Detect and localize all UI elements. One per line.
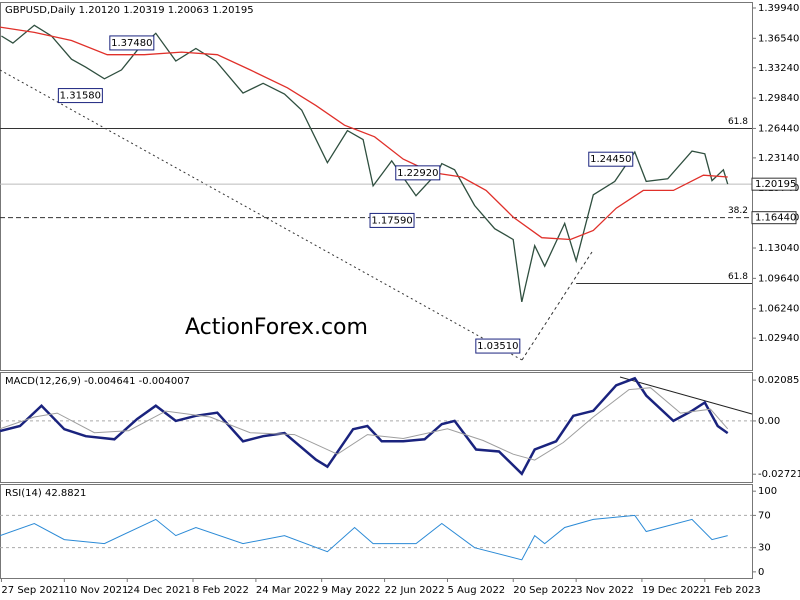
macd-panel — [0, 372, 753, 483]
panel-title: RSI(14) 42.8821 — [5, 488, 86, 499]
annotation-box — [588, 151, 634, 167]
price-label: 1.16440 — [755, 213, 796, 224]
x-tick-label: 22 Jun 2022 — [385, 585, 445, 596]
y-tick-label: 1.33240 — [758, 63, 799, 74]
annotation-box — [475, 338, 521, 354]
y-tick-label: -0.027213 — [758, 469, 800, 480]
x-tick-label: 1 Feb 2023 — [705, 585, 761, 596]
panel-title: MACD(12,26,9) -0.004641 -0.004007 — [5, 376, 190, 387]
series-line — [0, 387, 729, 461]
y-tick-label: 1.02940 — [758, 333, 799, 344]
y-tick-label: 1.29840 — [758, 93, 799, 104]
y-tick-label: 100 — [758, 486, 777, 497]
price-label: 1.20195 — [755, 179, 796, 190]
annotation-box — [395, 165, 441, 181]
annotation-label: 1.31580 — [60, 91, 101, 102]
y-tick-label: 1.36540 — [758, 33, 799, 44]
x-tick-label: 10 Nov 2021 — [64, 585, 128, 596]
x-tick-label: 19 Dec 2022 — [642, 585, 706, 596]
x-tick-label: 24 Dec 2021 — [127, 585, 191, 596]
annotation-label: 1.03510 — [477, 341, 518, 352]
x-tick-label: 3 Nov 2022 — [576, 585, 634, 596]
x-tick-label: 5 Aug 2022 — [447, 585, 505, 596]
annotation-box — [57, 88, 103, 104]
y-tick-label: 1.09640 — [758, 273, 799, 284]
y-tick-label: 1.23140 — [758, 153, 799, 164]
annotation-box — [109, 35, 155, 51]
series-line — [0, 376, 729, 476]
fib-label: 61.8 — [728, 117, 748, 127]
price-box — [751, 211, 797, 225]
y-tick-label: 30 — [758, 543, 771, 554]
macd-trend-line — [619, 376, 753, 415]
x-tick-label: 20 Sep 2022 — [513, 585, 576, 596]
annotation-label: 1.37480 — [111, 38, 152, 49]
x-tick-label: 27 Sep 2021 — [1, 585, 64, 596]
x-tick-label: 8 Feb 2022 — [193, 585, 249, 596]
y-tick-label: 0.020858 — [758, 375, 800, 386]
price-box — [751, 177, 797, 191]
y-tick-label: 1.26440 — [758, 123, 799, 134]
x-tick-label: 9 May 2022 — [322, 585, 381, 596]
fib-label: 61.8 — [728, 272, 748, 282]
header: GBPUSD,Daily 1.20120 1.20319 1.20063 1.2… — [5, 5, 254, 16]
watermark: ActionForex.com — [185, 315, 368, 340]
annotation-label: 1.22920 — [397, 168, 438, 179]
y-tick-label: 1.39940 — [758, 3, 799, 14]
fib-label: 38.2 — [728, 206, 748, 216]
rsi-panel — [0, 484, 753, 579]
series-line — [0, 26, 728, 241]
annotation-label: 1.24450 — [590, 154, 631, 165]
y-tick-label: 1.13040 — [758, 243, 799, 254]
y-tick-label: 0.00 — [758, 416, 780, 427]
series-line — [0, 514, 728, 561]
y-tick-label: 0 — [758, 567, 764, 578]
y-tick-label: 1.06240 — [758, 304, 799, 315]
annotation-label: 1.17590 — [371, 215, 412, 226]
x-tick-label: 24 Mar 2022 — [256, 585, 319, 596]
annotation-box — [369, 212, 415, 228]
y-tick-label: 70 — [758, 510, 771, 521]
